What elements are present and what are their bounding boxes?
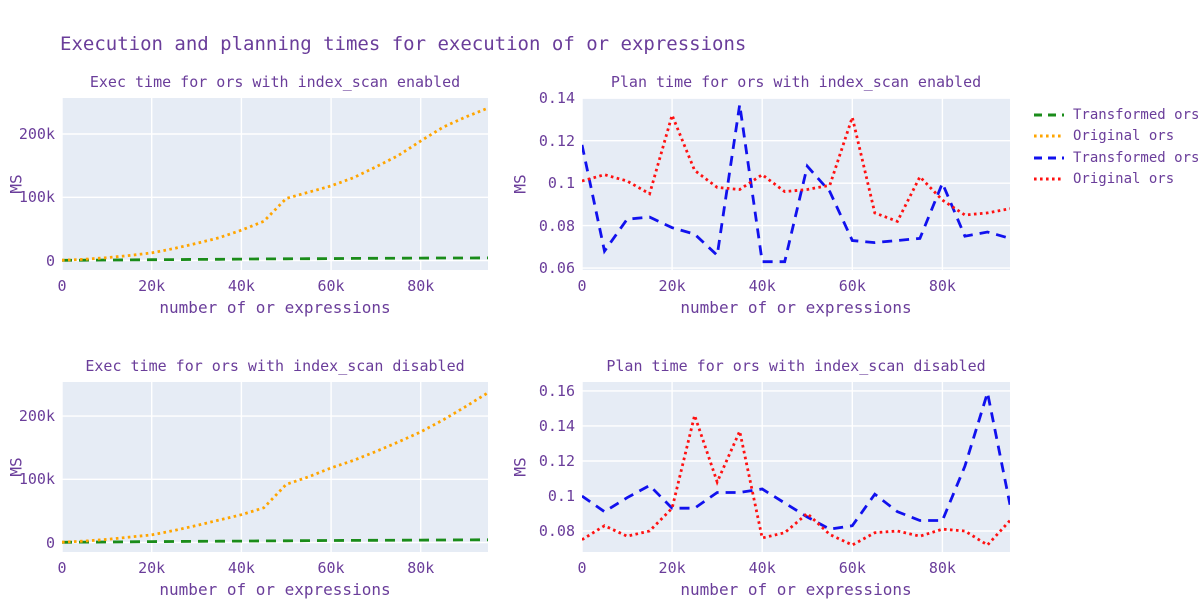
- y-tick-label: 0.12: [538, 131, 575, 150]
- legend-item[interactable]: Original ors: [1033, 169, 1199, 191]
- x-tick-label: 60k: [838, 277, 866, 295]
- chart-title: Plan time for ors with index_scan enable…: [610, 73, 982, 91]
- y-tick-label: 100k: [18, 470, 55, 489]
- x-tick-label: 20k: [658, 277, 686, 295]
- y-tick-label: 0.16: [538, 381, 575, 400]
- x-tick-labels: 0 20k 40k 60k 80k: [577, 552, 1010, 577]
- x-tick-label: 20k: [138, 559, 166, 577]
- x-tick-labels: 0 20k 40k 60k 80k: [57, 552, 488, 577]
- legend-label: Original ors: [1073, 171, 1175, 188]
- x-tick-label: 0: [57, 559, 67, 577]
- y-axis-label: MS: [510, 174, 530, 194]
- x-tick-label: 40k: [748, 277, 776, 295]
- plot-area[interactable]: [62, 98, 488, 270]
- legend-item[interactable]: Transformed ors: [1033, 104, 1199, 126]
- chart-title: Plan time for ors with index_scan disabl…: [606, 357, 986, 375]
- y-tick-label: 0: [45, 251, 55, 270]
- legend-label: Transformed ors: [1073, 149, 1200, 166]
- x-tick-label: 40k: [227, 277, 255, 295]
- legend-dot-swatch-icon: [1034, 177, 1064, 181]
- legend-label: Transformed ors: [1073, 106, 1200, 123]
- y-tick-labels: 0 100k 200k: [19, 382, 62, 552]
- x-tick-label: 80k: [928, 559, 956, 577]
- subplot-exec-enabled: Exec time for ors with index_scan enable…: [7, 73, 488, 317]
- y-tick-label: 0.12: [538, 451, 575, 470]
- plot-area[interactable]: [582, 98, 1010, 270]
- x-tick-label: 60k: [838, 559, 866, 577]
- x-axis-label: number of or expressions: [680, 298, 912, 317]
- legend-label: Original ors: [1073, 128, 1175, 145]
- y-tick-label: 0.14: [538, 89, 575, 108]
- legend-dash-swatch-icon: [1034, 156, 1064, 160]
- y-tick-labels: 0.06 0.08 0.1 0.12 0.14: [539, 89, 582, 277]
- y-tick-label: 0: [45, 533, 55, 552]
- y-tick-label: 0.06: [538, 259, 575, 278]
- x-tick-label: 80k: [928, 277, 956, 295]
- y-tick-label: 200k: [18, 407, 55, 426]
- plot-area[interactable]: [62, 382, 488, 552]
- plot-area[interactable]: [582, 382, 1010, 552]
- y-tick-label: 100k: [18, 188, 55, 207]
- legend-dot-swatch-icon: [1034, 134, 1064, 138]
- x-axis-label: number of or expressions: [159, 298, 391, 317]
- legend-dash-swatch-icon: [1034, 113, 1064, 117]
- subplot-plan-disabled: Plan time for ors with index_scan disabl…: [511, 357, 1010, 599]
- chart-title: Exec time for ors with index_scan enable…: [89, 73, 461, 91]
- y-tick-label: 0.08: [538, 521, 575, 540]
- subplot-plan-enabled: Plan time for ors with index_scan enable…: [511, 73, 1010, 317]
- figure-title: Execution and planning times for executi…: [60, 33, 747, 55]
- x-axis-label: number of or expressions: [680, 580, 912, 599]
- y-tick-label: 200k: [18, 125, 55, 144]
- x-tick-label: 20k: [138, 277, 166, 295]
- y-tick-label: 0.08: [538, 216, 575, 235]
- x-tick-labels: 0 20k 40k 60k 80k: [577, 270, 1010, 295]
- x-tick-label: 0: [577, 559, 587, 577]
- x-tick-label: 80k: [407, 559, 435, 577]
- y-tick-label: 0.1: [547, 174, 575, 193]
- y-tick-labels: 0.08 0.1 0.12 0.14 0.16: [539, 382, 582, 552]
- x-tick-label: 40k: [748, 559, 776, 577]
- x-axis-label: number of or expressions: [159, 580, 391, 599]
- x-tick-label: 40k: [227, 559, 255, 577]
- x-tick-label: 0: [57, 277, 67, 295]
- x-tick-label: 80k: [407, 277, 435, 295]
- x-tick-label: 60k: [317, 559, 345, 577]
- y-axis-label: MS: [510, 457, 530, 477]
- y-tick-label: 0.14: [538, 416, 575, 435]
- legend: Transformed ors Original ors Transformed o…: [1033, 104, 1199, 190]
- x-tick-label: 60k: [317, 277, 345, 295]
- x-tick-label: 0: [577, 277, 587, 295]
- y-tick-labels: 0 100k 200k: [19, 98, 62, 270]
- y-tick-label: 0.1: [547, 486, 575, 505]
- legend-item[interactable]: Original ors: [1033, 126, 1199, 148]
- x-tick-labels: 0 20k 40k 60k 80k: [57, 270, 488, 295]
- subplot-exec-disabled: Exec time for ors with index_scan disabl…: [7, 357, 488, 599]
- legend-item[interactable]: Transformed ors: [1033, 147, 1199, 169]
- x-tick-label: 20k: [658, 559, 686, 577]
- chart-title: Exec time for ors with index_scan disabl…: [85, 357, 465, 375]
